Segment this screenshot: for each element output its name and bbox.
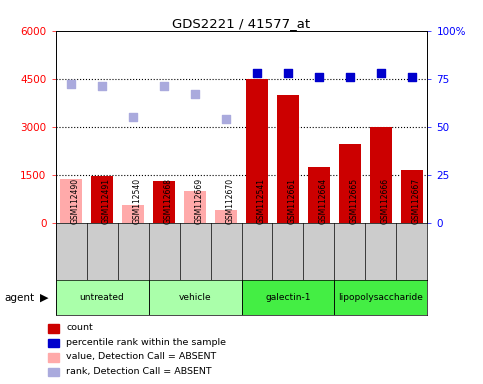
- Bar: [246, 79, 268, 223]
- Text: GSM112667: GSM112667: [412, 178, 421, 224]
- Text: GSM112670: GSM112670: [226, 178, 235, 224]
- Text: value, Detection Call = ABSENT: value, Detection Call = ABSENT: [66, 352, 216, 361]
- Text: count: count: [66, 323, 93, 332]
- Point: [408, 74, 416, 80]
- Text: GSM112665: GSM112665: [350, 178, 359, 224]
- Point: [129, 114, 137, 120]
- Bar: [308, 167, 330, 223]
- Text: rank, Detection Call = ABSENT: rank, Detection Call = ABSENT: [66, 367, 212, 376]
- Bar: [122, 205, 144, 223]
- Text: GSM112540: GSM112540: [133, 178, 142, 224]
- Bar: [215, 210, 237, 223]
- Text: GSM112490: GSM112490: [71, 178, 80, 224]
- Point: [346, 74, 354, 80]
- Point: [98, 83, 106, 89]
- Text: GSM112661: GSM112661: [288, 179, 297, 224]
- Bar: [277, 95, 299, 223]
- Text: lipopolysaccharide: lipopolysaccharide: [339, 293, 424, 302]
- Text: GSM112669: GSM112669: [195, 178, 204, 224]
- Point: [222, 116, 230, 122]
- Text: GDS2221 / 41577_at: GDS2221 / 41577_at: [172, 17, 311, 30]
- Text: vehicle: vehicle: [179, 293, 212, 302]
- Text: galectin-1: galectin-1: [265, 293, 311, 302]
- Point: [191, 91, 199, 97]
- Bar: [60, 179, 82, 223]
- Point: [284, 70, 292, 76]
- Point: [67, 81, 75, 88]
- Text: GSM112666: GSM112666: [381, 178, 390, 224]
- Point: [377, 70, 385, 76]
- Bar: [401, 170, 423, 223]
- Bar: [370, 127, 392, 223]
- Point: [160, 83, 168, 89]
- Text: GSM112668: GSM112668: [164, 179, 173, 224]
- Text: GSM112541: GSM112541: [257, 179, 266, 224]
- Point: [315, 74, 323, 80]
- Text: agent: agent: [5, 293, 35, 303]
- Point: [253, 70, 261, 76]
- Bar: [339, 144, 361, 223]
- Text: ▶: ▶: [40, 293, 48, 303]
- Text: GSM112491: GSM112491: [102, 179, 111, 224]
- Bar: [91, 176, 113, 223]
- Text: untreated: untreated: [80, 293, 125, 302]
- Bar: [153, 181, 175, 223]
- Text: percentile rank within the sample: percentile rank within the sample: [66, 338, 226, 347]
- Text: GSM112664: GSM112664: [319, 178, 328, 224]
- Bar: [184, 191, 206, 223]
